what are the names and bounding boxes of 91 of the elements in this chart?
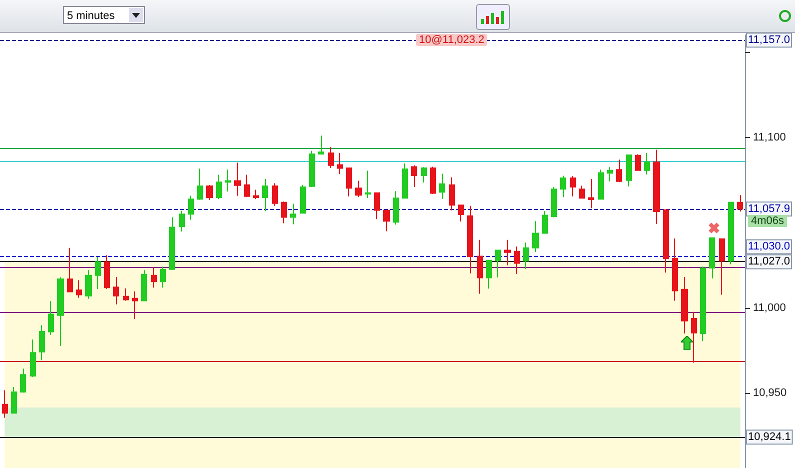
candlestick xyxy=(2,390,8,418)
candlestick xyxy=(635,154,641,171)
text: 4m06s xyxy=(748,215,788,227)
candlestick xyxy=(123,288,129,302)
candlestick xyxy=(663,209,669,274)
candlestick xyxy=(253,189,259,200)
candlestick xyxy=(113,276,119,305)
annotation: 10@11,023.2 xyxy=(416,34,488,46)
candlestick xyxy=(504,239,511,266)
candlestick xyxy=(39,324,45,361)
candlestick xyxy=(225,169,231,192)
candlestick xyxy=(458,204,464,222)
candlestick xyxy=(709,237,715,279)
candlestick xyxy=(653,149,660,224)
candlestick xyxy=(393,190,399,226)
candlestick xyxy=(151,266,157,288)
ref-line-label: 11,157.0 xyxy=(748,34,790,46)
ref-line-label: 11,027.0 xyxy=(748,256,790,268)
candlestick xyxy=(355,180,362,198)
candlestick xyxy=(57,276,64,346)
candlestick xyxy=(402,162,408,199)
candlestick xyxy=(449,176,455,211)
candlestick xyxy=(737,194,743,212)
candlestick xyxy=(300,184,306,214)
candlestick xyxy=(616,159,622,183)
candlestick xyxy=(132,290,138,320)
candlestick xyxy=(95,256,101,290)
candlestick xyxy=(579,185,585,199)
candlestick xyxy=(477,239,483,294)
y-tick-label: 10,950 xyxy=(753,386,787,399)
candlestick xyxy=(551,186,557,218)
candlestick xyxy=(644,152,650,175)
candlestick xyxy=(439,173,445,200)
candlestick xyxy=(179,210,185,232)
candlestick xyxy=(486,260,492,290)
candlestick xyxy=(337,152,343,175)
candlestick xyxy=(234,162,241,196)
candlestick xyxy=(411,164,417,188)
candlestick xyxy=(272,182,278,206)
candlestick xyxy=(328,146,334,168)
candlestick xyxy=(290,203,296,225)
candlestick xyxy=(206,184,213,200)
candlestick xyxy=(467,205,473,274)
candlestick xyxy=(309,150,315,188)
candlestick xyxy=(262,178,268,212)
candlestick xyxy=(318,135,324,156)
candlestick xyxy=(691,311,697,364)
candlestick xyxy=(532,220,539,253)
candlestick xyxy=(542,210,548,234)
candlestick xyxy=(719,238,725,296)
candlestick xyxy=(421,166,427,183)
candlestick xyxy=(244,174,250,198)
candlestick xyxy=(216,174,222,200)
candlestick xyxy=(598,169,604,200)
candlestick xyxy=(626,154,632,187)
candlestick xyxy=(383,210,390,232)
candlestick xyxy=(430,166,436,195)
candlestick xyxy=(495,250,501,278)
candlestick xyxy=(76,280,82,298)
y-tick-label: 11,000 xyxy=(753,302,786,314)
y-tick-label: 11,100 xyxy=(753,131,786,144)
candlestick xyxy=(672,238,678,302)
candlestick xyxy=(169,216,175,270)
candlestick xyxy=(48,300,54,336)
candlestick xyxy=(514,246,520,274)
candlestick xyxy=(85,270,92,300)
candlestick xyxy=(30,338,36,378)
candlestick xyxy=(67,247,73,292)
candlestick xyxy=(104,254,110,290)
candlestick xyxy=(188,195,194,220)
candlestick xyxy=(374,192,380,220)
candlestick xyxy=(365,170,371,199)
candlestick xyxy=(281,201,287,224)
ref-line-label: 10,924.1 xyxy=(748,431,791,444)
ref-line-label: 11,057.9 xyxy=(748,203,790,216)
candlestick xyxy=(570,176,576,197)
candlestick xyxy=(160,266,166,288)
ref-line-label: 11,030.0 xyxy=(748,240,790,253)
candlestick xyxy=(607,166,613,182)
candlestick xyxy=(197,168,203,200)
candlestick xyxy=(20,368,26,394)
candlestick xyxy=(700,266,706,342)
candlestick xyxy=(728,202,734,265)
candlestick xyxy=(588,178,594,209)
candlestick xyxy=(523,242,529,270)
candlestick xyxy=(346,167,352,197)
candlestick xyxy=(681,276,688,334)
candlestick xyxy=(11,386,17,414)
candlestick xyxy=(141,270,147,302)
interval-select: 5 minutes xyxy=(63,6,145,24)
candlestick xyxy=(560,175,566,198)
